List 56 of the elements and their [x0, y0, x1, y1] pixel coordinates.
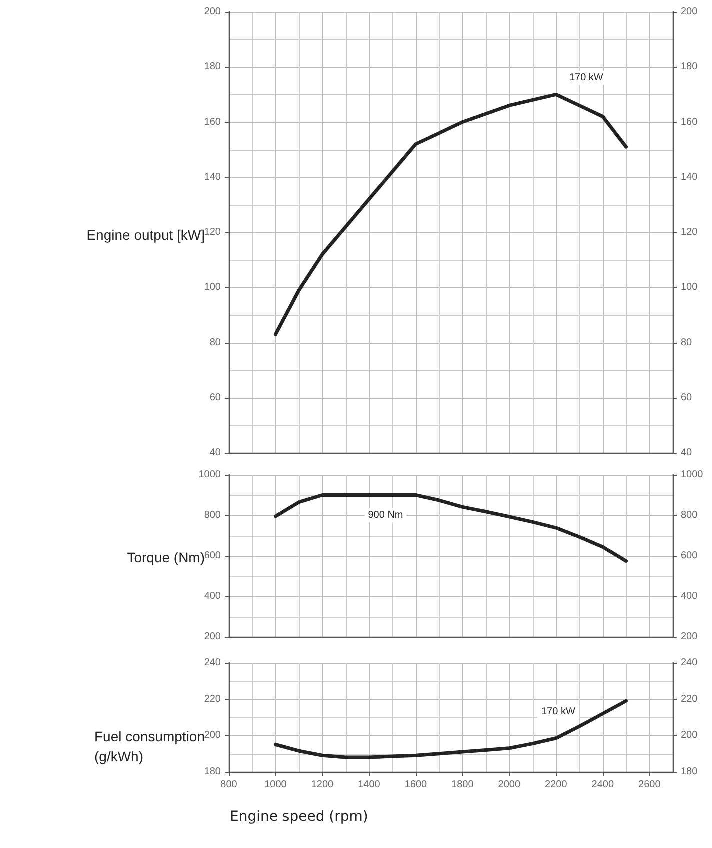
y-axis-title: Torque (Nm) [127, 550, 206, 566]
y-tick-label: 240 [204, 658, 222, 668]
y2-tick-label: 120 [681, 227, 698, 238]
y2-tick-label: 200 [681, 6, 698, 18]
y-tick-label: 1000 [198, 470, 222, 480]
y-tick-label: 60 [210, 392, 222, 404]
y-tick-label: 180 [204, 766, 222, 778]
y-tick-label: 100 [204, 282, 222, 294]
x-tick-label: 2200 [545, 780, 568, 790]
y2-tick-label: 1000 [681, 470, 704, 480]
y-axis-title: Engine output [kW] [86, 227, 206, 243]
y2-tick-label: 100 [681, 282, 698, 294]
y2-tick-label: 600 [681, 550, 698, 562]
y-tick-label: 160 [204, 116, 222, 128]
y-axis-title: Fuel consumption (g/kWh) [94, 728, 206, 764]
x-tick-label: 1600 [404, 780, 428, 790]
y2-tick-label: 180 [681, 766, 698, 778]
y2-tick-label: 60 [681, 392, 693, 404]
y2-tick-label: 40 [681, 448, 693, 458]
y2-tick-label: 240 [681, 658, 698, 668]
annotation: 170 kW [541, 706, 576, 718]
y2-tick-label: 220 [681, 694, 698, 705]
y2-tick-label: 180 [681, 62, 698, 73]
y-tick-label: 140 [204, 172, 222, 183]
x-tick-label: 1400 [358, 780, 381, 790]
y-tick-label: 40 [210, 448, 222, 458]
y-tick-label: 120 [204, 227, 222, 238]
y2-tick-label: 200 [681, 730, 698, 742]
y2-tick-label: 400 [681, 591, 698, 602]
y2-tick-label: 200 [681, 632, 698, 642]
y-tick-label: 800 [204, 510, 222, 521]
x-tick-label: 1000 [264, 780, 288, 790]
y-tick-label: 200 [204, 6, 222, 18]
line-series [274, 699, 628, 760]
y2-tick-label: 160 [681, 116, 698, 128]
line-series [274, 494, 628, 564]
y-tick-label: 200 [204, 730, 222, 742]
line-series [274, 92, 628, 336]
y-tick-label: 400 [204, 591, 222, 602]
x-tick-label: 1800 [452, 780, 474, 790]
x-tick-label: 1200 [311, 780, 334, 790]
annotation: 900 Nm [368, 510, 404, 521]
y2-tick-label: 140 [681, 172, 698, 183]
y-tick-label: 220 [204, 694, 222, 705]
x-axis-title: Engine speed (rpm) [230, 809, 368, 825]
y2-tick-label: 80 [681, 337, 693, 348]
x-tick-label: 2000 [498, 780, 521, 790]
y2-tick-label: 800 [681, 510, 698, 521]
annotation: 170 kW [569, 72, 604, 84]
y-tick-label: 600 [204, 550, 222, 562]
x-tick-label: 2400 [592, 780, 614, 790]
y-tick-label: 200 [204, 632, 222, 642]
y-tick-label: 180 [204, 62, 222, 73]
y-tick-label: 80 [210, 337, 222, 348]
x-tick-label: 2600 [638, 780, 662, 790]
x-tick-label: 800 [220, 780, 238, 790]
